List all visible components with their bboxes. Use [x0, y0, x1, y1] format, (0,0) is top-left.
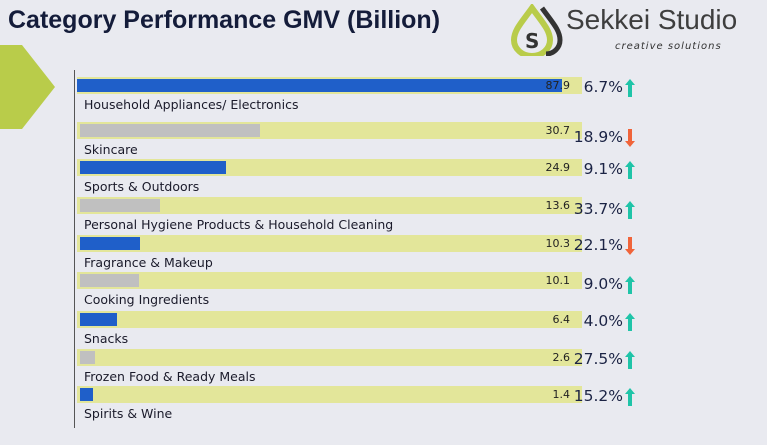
- bar-track: 24.9: [77, 159, 582, 176]
- category-label: Skincare: [84, 142, 138, 157]
- change-percent: 4.0%: [583, 312, 623, 330]
- change-percent: 18.9%: [573, 128, 623, 146]
- chart-title: Category Performance GMV (Billion): [8, 6, 441, 34]
- change-percent: 33.7%: [573, 200, 623, 218]
- y-axis-line: [74, 70, 75, 428]
- bar-track: 13.6: [77, 197, 582, 214]
- bar-track: 10.3: [77, 235, 582, 252]
- change-percent: 27.5%: [573, 350, 623, 368]
- bar: [77, 79, 563, 92]
- bar-track: 1.4: [77, 386, 582, 403]
- value-label: 6.4: [552, 313, 571, 326]
- category-label: Cooking Ingredients: [84, 292, 210, 307]
- value-label: 87.9: [545, 79, 571, 92]
- bar: [80, 351, 96, 364]
- category-label: Household Appliances/ Electronics: [84, 97, 299, 112]
- change-percent: 9.1%: [583, 160, 623, 178]
- category-label: Fragrance & Makeup: [84, 255, 213, 270]
- change-indicator: 18.9%: [555, 128, 635, 147]
- bar: [80, 124, 260, 137]
- category-label: Snacks: [84, 331, 129, 346]
- value-label: 30.7: [545, 124, 571, 137]
- change-indicator: 27.5%: [555, 350, 635, 369]
- bar-track: 10.1: [77, 272, 582, 289]
- logo-icon: S: [510, 4, 563, 56]
- arrow-down-icon: [625, 236, 635, 255]
- arrow-up-icon: [625, 78, 635, 97]
- arrow-up-icon: [625, 387, 635, 406]
- value-label: 24.9: [545, 161, 571, 174]
- chevron-decoration-icon: [0, 45, 55, 129]
- brand-name: Sekkei Studio: [566, 4, 738, 35]
- bar: [80, 274, 140, 287]
- arrow-up-icon: [625, 200, 635, 219]
- value-label: 13.6: [545, 199, 571, 212]
- change-percent: 22.1%: [573, 236, 623, 254]
- change-indicator: 9.1%: [555, 160, 635, 179]
- value-label: 1.4: [552, 388, 571, 401]
- change-indicator: 4.0%: [555, 312, 635, 331]
- change-indicator: 9.0%: [555, 275, 635, 294]
- bar: [80, 199, 160, 212]
- change-indicator: 6.7%: [555, 78, 635, 97]
- change-percent: 15.2%: [573, 387, 623, 405]
- arrow-down-icon: [625, 128, 635, 147]
- value-label: 10.1: [545, 274, 571, 287]
- change-percent: 9.0%: [583, 275, 623, 293]
- arrow-up-icon: [625, 312, 635, 331]
- arrow-up-icon: [625, 160, 635, 179]
- svg-text:S: S: [525, 29, 539, 53]
- category-label: Frozen Food & Ready Meals: [84, 369, 256, 384]
- value-label: 2.6: [552, 351, 571, 364]
- arrow-up-icon: [625, 275, 635, 294]
- bar-track: 87.9: [77, 77, 582, 94]
- change-indicator: 15.2%: [555, 387, 635, 406]
- bar: [80, 388, 93, 401]
- change-indicator: 22.1%: [555, 236, 635, 255]
- value-label: 10.3: [545, 237, 571, 250]
- bar: [80, 313, 118, 326]
- bar: [80, 161, 226, 174]
- bar: [80, 237, 141, 250]
- category-label: Spirits & Wine: [84, 406, 173, 421]
- bar-track: 6.4: [77, 311, 582, 328]
- change-percent: 6.7%: [583, 78, 623, 96]
- brand-tagline: creative solutions: [615, 41, 722, 52]
- category-label: Personal Hygiene Products & Household Cl…: [84, 217, 394, 232]
- bar-track: 2.6: [77, 349, 582, 366]
- arrow-up-icon: [625, 350, 635, 369]
- bar-track: 30.7: [77, 122, 582, 139]
- category-label: Sports & Outdoors: [84, 179, 200, 194]
- change-indicator: 33.7%: [555, 200, 635, 219]
